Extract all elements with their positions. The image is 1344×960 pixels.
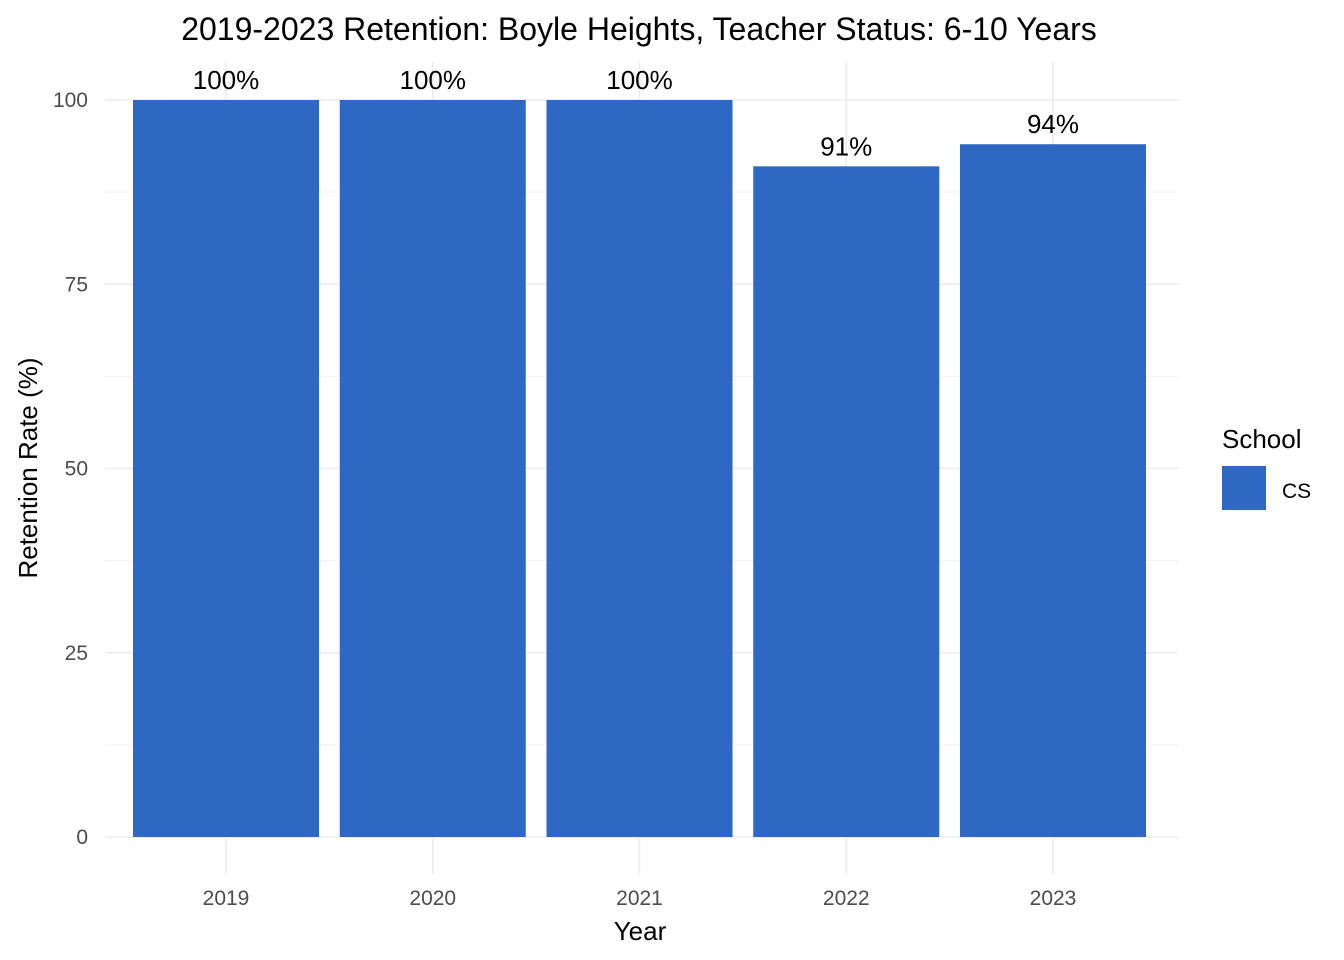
x-tick-label: 2021 <box>616 887 663 910</box>
data-labels: 100% 100% 100% 91% 94% <box>193 65 1079 161</box>
y-axis-ticks: 0 25 50 75 100 <box>53 89 88 849</box>
bar <box>339 100 526 837</box>
y-tick-label: 0 <box>76 826 88 849</box>
y-tick-label: 25 <box>65 642 88 665</box>
bar <box>133 100 319 837</box>
y-tick-label: 50 <box>65 458 88 481</box>
y-tick-label: 100 <box>53 89 88 112</box>
legend-title: School <box>1222 424 1302 454</box>
legend-label: CS <box>1282 480 1311 503</box>
bars <box>133 100 1146 838</box>
bar <box>960 144 1146 838</box>
x-tick-label: 2022 <box>823 887 870 910</box>
bar-value-label: 100% <box>193 65 260 95</box>
x-tick-label: 2023 <box>1030 887 1077 910</box>
bar-value-label: 91% <box>820 131 872 161</box>
legend: School CS <box>1222 424 1311 510</box>
bar-value-label: 94% <box>1027 109 1079 139</box>
x-tick-label: 2019 <box>203 887 250 910</box>
x-axis-ticks: 2019 2020 2021 2022 2023 <box>203 887 1077 910</box>
x-axis-title: Year <box>614 916 667 946</box>
bar <box>546 100 733 837</box>
y-tick-label: 75 <box>65 273 88 296</box>
legend-swatch <box>1222 466 1266 510</box>
bar-value-label: 100% <box>400 65 467 95</box>
y-axis-title: Retention Rate (%) <box>13 357 43 578</box>
bar <box>753 166 940 837</box>
chart-title: 2019-2023 Retention: Boyle Heights, Teac… <box>181 11 1097 47</box>
bar-value-label: 100% <box>606 65 673 95</box>
x-tick-label: 2020 <box>409 887 456 910</box>
